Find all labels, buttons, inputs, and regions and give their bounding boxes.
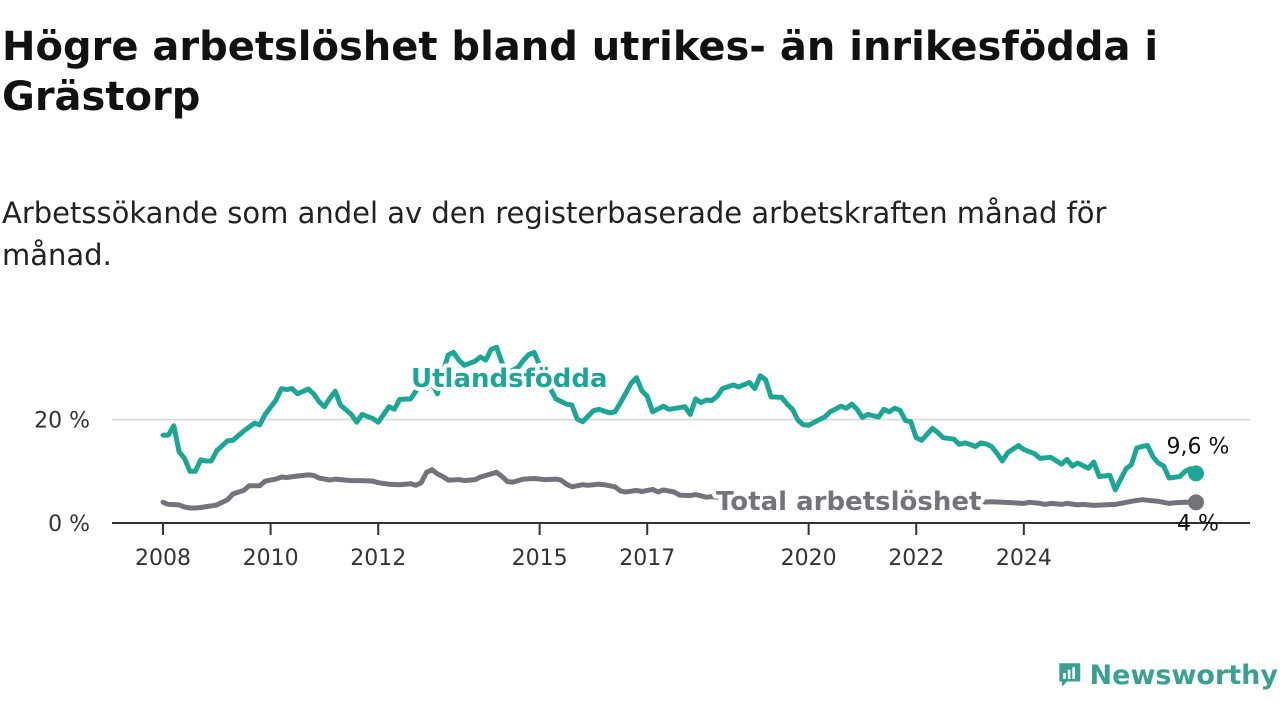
y-tick-label: 20 % (34, 409, 90, 434)
series-label-total-anchor (710, 484, 720, 485)
x-tick-label: 2010 (243, 546, 299, 571)
line-chart: 0 % 20 % 2008 2010 2012 2015 2017 2020 2022 2024… (34, 344, 1250, 571)
logo-bar-2 (1067, 669, 1071, 679)
end-point-utlandsfodda (1188, 465, 1204, 482)
logo-bar-3 (1072, 667, 1075, 679)
series-line-total (160, 467, 725, 511)
series-line-total (967, 497, 1199, 508)
series-label-utlandsfodda-halo: Utlandsfödda (411, 364, 608, 394)
x-axis-ticks: 2008 2010 2012 2015 2017 2020 2022 2024 (135, 523, 1052, 571)
newsworthy-logo-icon (1059, 663, 1081, 687)
grid-layer (112, 418, 1250, 524)
logo-bar-1 (1063, 673, 1066, 679)
series-label-utlandsfodda: Utlandsfödda (411, 364, 608, 394)
end-label-total: 4 % (1177, 511, 1219, 536)
x-tick-label: 2017 (619, 546, 675, 571)
x-tick-label: 2022 (888, 546, 944, 571)
logo-text: Newsworthy (1089, 659, 1278, 691)
series-layer (160, 344, 1204, 511)
x-tick-label: 2012 (350, 546, 406, 571)
end-label-utlandsfodda: 9,6 % (1167, 434, 1230, 459)
chart-title: Högre arbetslöshet bland utrikes- än inr… (2, 24, 1159, 120)
x-tick-label: 2015 (512, 546, 568, 571)
x-tick-label: 2024 (996, 546, 1052, 571)
y-axis-ticks: 0 % 20 % (34, 409, 90, 537)
x-tick-label: 2020 (781, 546, 837, 571)
newsworthy-logo: Newsworthy (1058, 654, 1278, 696)
series-label-total: Total arbetslöshet (716, 487, 981, 517)
series-line-utlandsfodda (160, 344, 1199, 493)
chart-subtitle: Arbetssökande som andel av den registerb… (2, 196, 1107, 272)
end-point-total (1188, 494, 1204, 511)
y-tick-label: 0 % (48, 512, 90, 537)
x-tick-label: 2008 (135, 546, 191, 571)
series-label-utlandsfodda-anchor (405, 361, 415, 362)
series-label-total-halo: Total arbetslöshet (716, 487, 981, 517)
